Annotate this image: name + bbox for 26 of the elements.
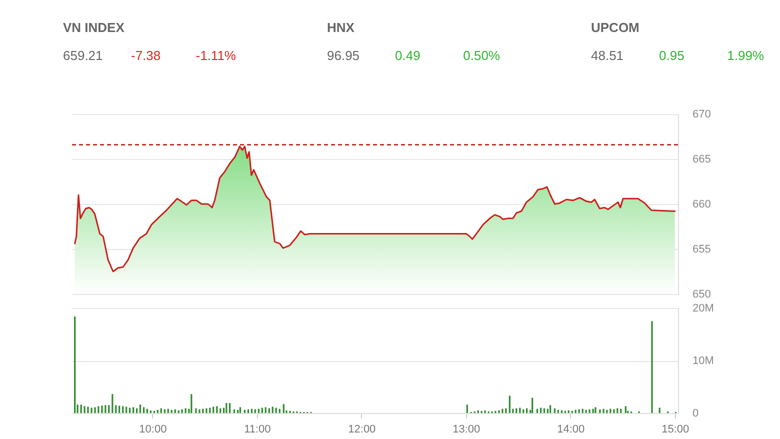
data-label: -7.38 xyxy=(131,48,161,63)
x-tick-label: 14:00 xyxy=(557,424,585,436)
y-tick-label: 670 xyxy=(692,108,711,120)
data-label: 0.49 xyxy=(395,48,420,63)
data-label: 48.51 xyxy=(591,48,624,63)
text: -1.11% xyxy=(196,48,236,63)
x-tick-label: 11:00 xyxy=(244,424,271,436)
y-tick-label: 655 xyxy=(692,244,711,256)
y-tick-label: 650 xyxy=(692,288,711,300)
x-tick-label: 13:00 xyxy=(452,424,480,436)
y-tick-label: 660 xyxy=(692,198,711,210)
category-label: HNX xyxy=(327,20,355,35)
y-tick-label: 0 xyxy=(692,408,699,420)
category-label: UPCOM xyxy=(591,20,640,35)
x-tick-label: 15:00 xyxy=(662,424,690,436)
data-label: 96.95 xyxy=(327,48,360,63)
text: 0.50% xyxy=(463,48,500,63)
text: 1.99% xyxy=(727,48,764,63)
y-tick-label: 10M xyxy=(692,355,714,367)
data-label: 0.95 xyxy=(659,48,684,63)
category-label: VN INDEX xyxy=(63,20,125,35)
y-tick-label: 665 xyxy=(692,154,711,166)
data-label: 659.21 xyxy=(63,48,103,63)
x-tick-label: 10:00 xyxy=(139,424,167,436)
x-tick-label: 12:00 xyxy=(348,424,376,436)
y-tick-label: 20M xyxy=(692,302,714,314)
